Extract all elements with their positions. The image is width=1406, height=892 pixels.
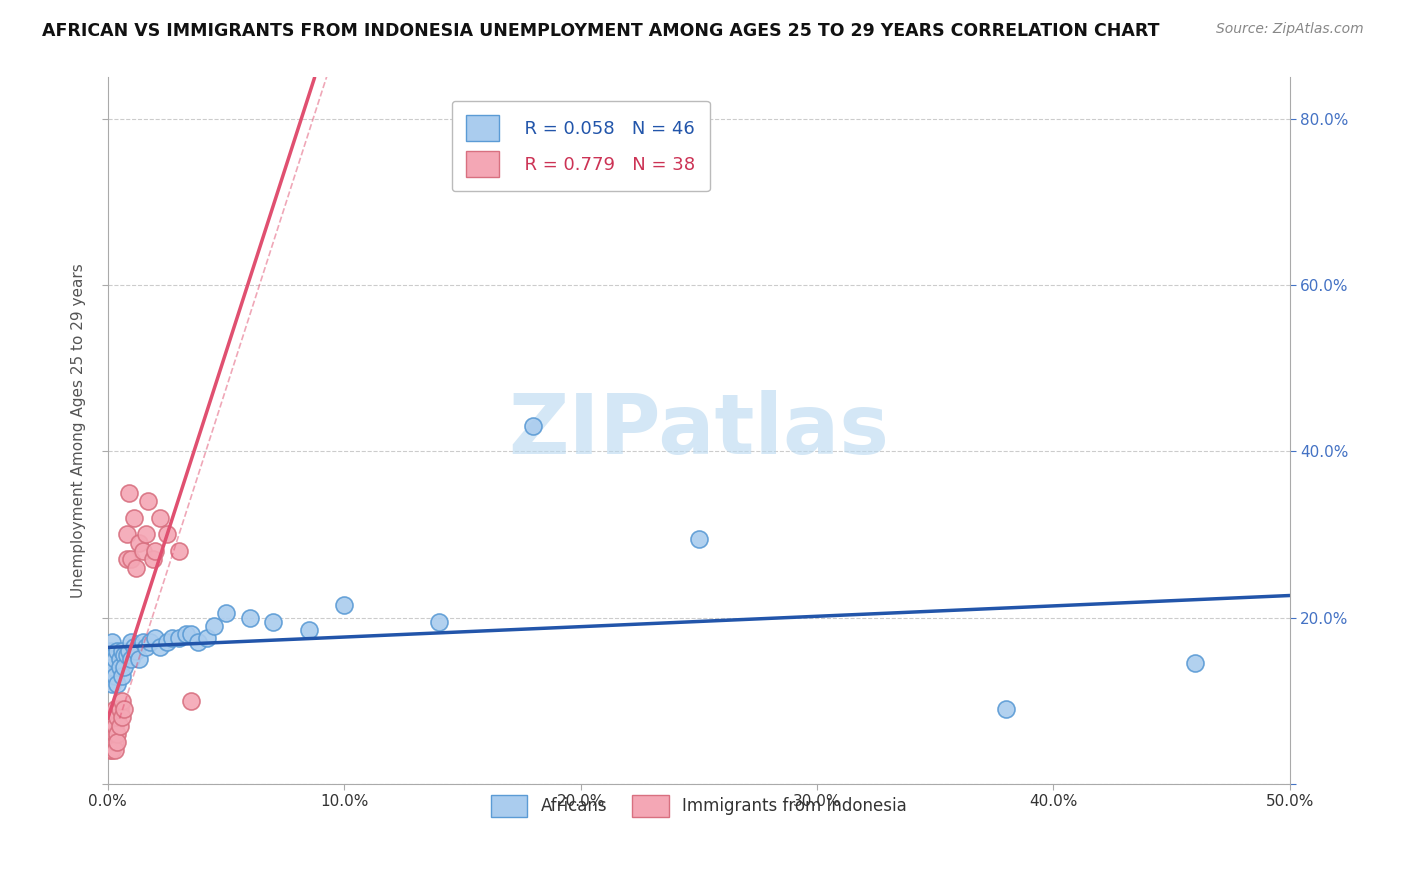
Point [143, 632, 166, 646]
Point [128, 535, 150, 549]
Point [111, 669, 134, 683]
Point [115, 648, 138, 662]
Point [688, 532, 710, 546]
Point [98, 735, 121, 749]
Point [101, 660, 124, 674]
Point [115, 527, 138, 541]
Point [120, 635, 142, 649]
Text: Source: ZipAtlas.com: Source: ZipAtlas.com [1216, 22, 1364, 37]
Point [202, 619, 225, 633]
Point [101, 718, 124, 732]
Point [104, 718, 127, 732]
Point [105, 727, 128, 741]
Point [118, 486, 141, 500]
Point [98, 727, 121, 741]
Point [187, 635, 209, 649]
Point [180, 627, 202, 641]
Point [180, 693, 202, 707]
Point [98, 669, 121, 683]
Point [112, 648, 135, 662]
Point [115, 552, 138, 566]
Legend: Africans, Immigrants from Indonesia: Africans, Immigrants from Indonesia [482, 787, 915, 825]
Point [101, 635, 124, 649]
Point [132, 635, 155, 649]
Point [239, 610, 262, 624]
Point [125, 560, 148, 574]
Point [101, 710, 124, 724]
Point [108, 660, 131, 674]
Point [1184, 657, 1206, 671]
Point [195, 632, 218, 646]
Point [128, 652, 150, 666]
Point [298, 623, 321, 637]
Point [143, 544, 166, 558]
Point [995, 702, 1018, 716]
Point [98, 743, 121, 757]
Point [156, 635, 179, 649]
Point [104, 727, 127, 741]
Point [104, 652, 127, 666]
Point [101, 735, 124, 749]
Point [149, 640, 172, 654]
Point [108, 652, 131, 666]
Point [142, 552, 165, 566]
Point [215, 607, 238, 621]
Point [122, 640, 145, 654]
Point [135, 527, 157, 541]
Point [136, 494, 159, 508]
Point [111, 644, 134, 658]
Point [160, 632, 183, 646]
Point [111, 710, 134, 724]
Text: ZIPatlas: ZIPatlas [509, 390, 890, 471]
Point [98, 652, 121, 666]
Point [118, 644, 141, 658]
Point [167, 544, 190, 558]
Point [139, 635, 162, 649]
Point [135, 640, 157, 654]
Point [125, 644, 148, 658]
Point [105, 710, 128, 724]
Y-axis label: Unemployment Among Ages 25 to 29 years: Unemployment Among Ages 25 to 29 years [72, 263, 86, 598]
Point [105, 644, 128, 658]
Point [101, 727, 124, 741]
Point [101, 743, 124, 757]
Point [167, 632, 190, 646]
Point [108, 718, 131, 732]
Point [112, 660, 135, 674]
Point [111, 693, 134, 707]
Point [174, 627, 197, 641]
Point [427, 615, 450, 629]
Point [101, 677, 124, 691]
Point [108, 702, 131, 716]
Text: AFRICAN VS IMMIGRANTS FROM INDONESIA UNEMPLOYMENT AMONG AGES 25 TO 29 YEARS CORR: AFRICAN VS IMMIGRANTS FROM INDONESIA UNE… [42, 22, 1160, 40]
Point [156, 527, 179, 541]
Point [104, 702, 127, 716]
Point [105, 677, 128, 691]
Point [333, 598, 356, 612]
Point [122, 511, 145, 525]
Point [149, 511, 172, 525]
Point [262, 615, 284, 629]
Point [98, 718, 121, 732]
Point [104, 735, 127, 749]
Point [105, 735, 128, 749]
Point [104, 669, 127, 683]
Point [104, 743, 127, 757]
Point [120, 652, 142, 666]
Point [112, 702, 135, 716]
Point [522, 419, 544, 434]
Point [98, 644, 121, 658]
Point [132, 544, 155, 558]
Point [120, 552, 142, 566]
